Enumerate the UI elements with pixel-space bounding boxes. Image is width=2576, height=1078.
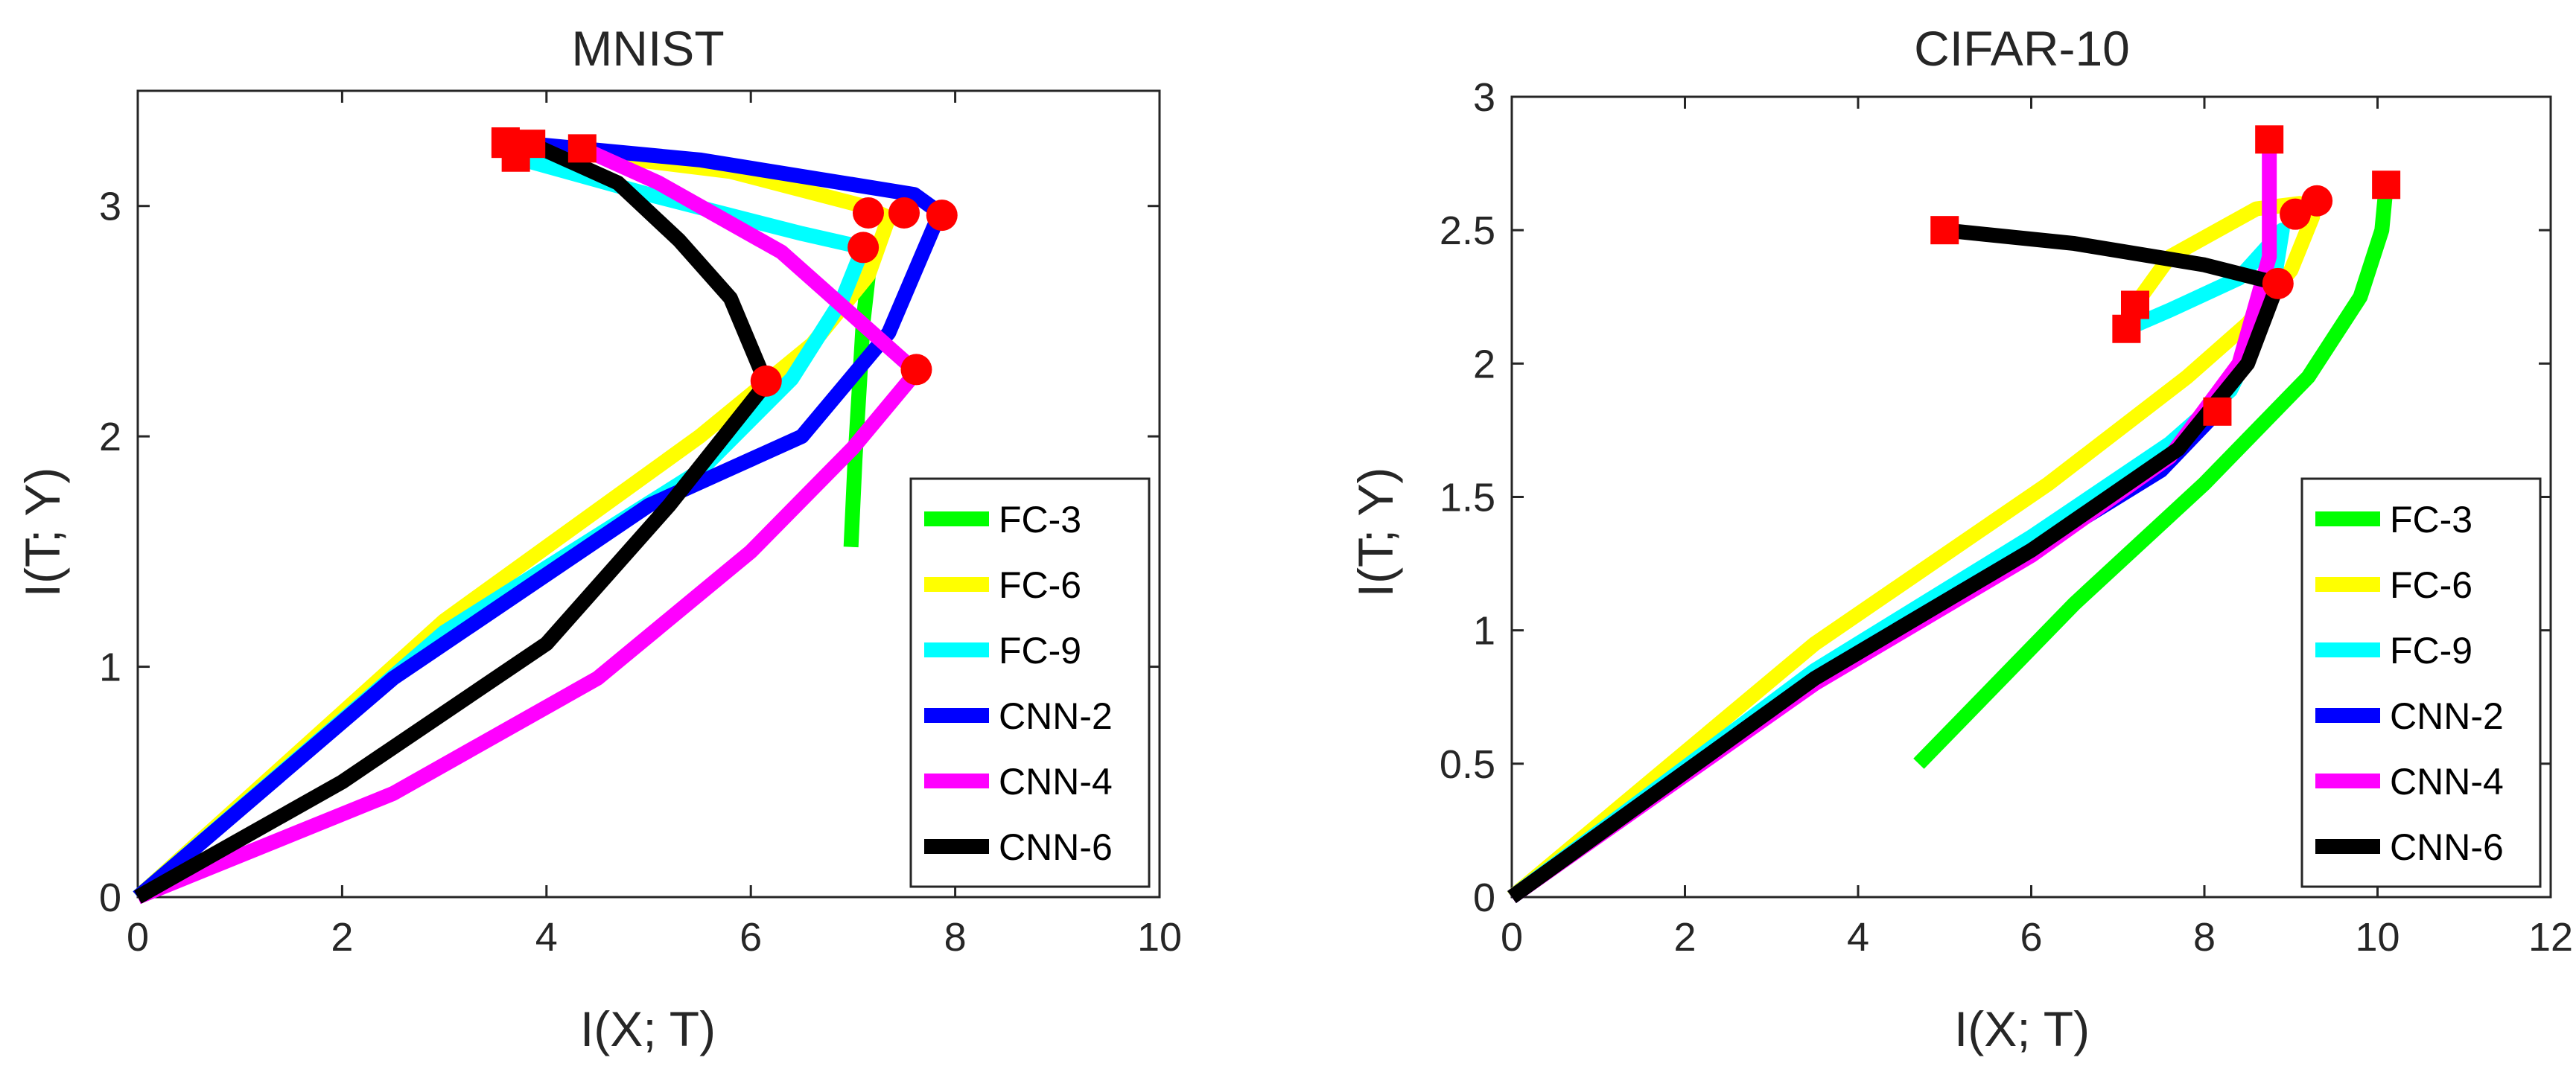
legend-label: CNN-2 [2390, 695, 2504, 737]
legend-label: FC-3 [999, 499, 1081, 540]
y-tick-label: 3 [1473, 75, 1495, 120]
series-line-fc-9 [133, 150, 871, 903]
series-line-fc-3 [843, 274, 876, 548]
legend: FC-3 FC-6 FC-9 CNN-2 CNN-4 CNN-6 [2300, 477, 2542, 888]
circle-marker [900, 354, 932, 386]
square-marker [2112, 314, 2141, 343]
circle-marker [847, 232, 880, 264]
x-tick-label: 10 [2355, 915, 2400, 960]
circle-marker [2301, 185, 2333, 217]
series-line-cnn-6 [1507, 223, 2286, 904]
legend: FC-3 FC-6 FC-9 CNN-2 CNN-4 CNN-6 [909, 477, 1151, 888]
circle-marker [888, 197, 920, 229]
legend-label: FC-3 [2390, 499, 2472, 540]
legend-label: CNN-6 [2390, 826, 2504, 868]
circle-marker [926, 200, 958, 232]
circle-marker [2262, 267, 2294, 299]
square-marker [567, 134, 597, 163]
chart-panel-cifar10: CIFAR-10 I(X; T) I(T; Y) 0 2 4 6 8 10 12 0 0.5 1 1… [1348, 21, 2573, 1056]
legend-label: FC-9 [999, 630, 1081, 672]
x-tick-label: 6 [2020, 915, 2042, 960]
x-tick-label: 8 [944, 915, 967, 960]
series-line-fc-6 [133, 136, 897, 903]
series-line-cnn-6 [134, 137, 774, 904]
y-tick-label: 2.5 [1440, 208, 1495, 253]
circle-marker [852, 197, 884, 229]
x-tick-label: 6 [740, 915, 762, 960]
y-axis-label: I(T; Y) [15, 468, 70, 598]
plot-area [136, 89, 1161, 899]
y-tick-label: 3 [99, 185, 121, 229]
series-line-cnn-2 [133, 134, 947, 903]
circle-marker [750, 365, 782, 397]
series-line-fc-3 [1913, 184, 2394, 769]
x-tick-label: 0 [127, 915, 149, 960]
square-marker [491, 127, 520, 156]
x-axis-label: I(X; T) [580, 1001, 716, 1056]
x-tick-label: 10 [1137, 915, 1182, 960]
x-tick-label: 12 [2528, 915, 2573, 960]
chart-panel-mnist: MNIST I(X; T) I(T; Y) 0 2 4 6 8 100123FC-3FC-… [15, 21, 1182, 1056]
legend-label: CNN-2 [999, 695, 1113, 737]
chart-title: CIFAR-10 [1914, 21, 2130, 76]
y-tick-label: 0 [1473, 876, 1495, 920]
square-marker [2121, 290, 2149, 319]
square-marker [517, 130, 546, 159]
x-tick-label: 4 [535, 915, 558, 960]
square-marker [1930, 216, 1959, 245]
legend-box [909, 477, 1151, 888]
legend-label: CNN-4 [999, 761, 1113, 803]
chart-title: MNIST [571, 21, 724, 76]
y-tick-label: 0.5 [1440, 742, 1495, 787]
y-axis-label: I(T; Y) [1348, 468, 1403, 598]
y-tick-label: 1 [1473, 609, 1495, 654]
legend-label: FC-6 [2390, 564, 2472, 606]
legend-label: CNN-6 [999, 826, 1113, 868]
x-axis-label: I(X; T) [1954, 1001, 2090, 1056]
series-line-fc-6 [1507, 196, 2321, 903]
square-marker [2372, 170, 2401, 200]
y-tick-label: 1.5 [1440, 476, 1495, 520]
y-tick-label: 2 [99, 415, 121, 459]
y-tick-label: 0 [99, 876, 121, 920]
x-tick-label: 4 [1847, 915, 1869, 960]
square-marker [2255, 125, 2284, 154]
x-tick-label: 0 [1501, 915, 1523, 960]
legend-label: FC-9 [2390, 630, 2472, 672]
legend-box [2300, 477, 2542, 888]
y-tick-label: 2 [1473, 342, 1495, 386]
legend-label: CNN-4 [2390, 761, 2504, 803]
x-tick-label: 2 [1673, 915, 1696, 960]
legend-label: FC-6 [999, 564, 1081, 606]
series-line-cnn-4 [135, 141, 924, 905]
y-tick-label: 1 [99, 645, 121, 690]
x-tick-label: 2 [331, 915, 353, 960]
square-marker [2203, 397, 2232, 426]
x-tick-label: 8 [2193, 915, 2216, 960]
